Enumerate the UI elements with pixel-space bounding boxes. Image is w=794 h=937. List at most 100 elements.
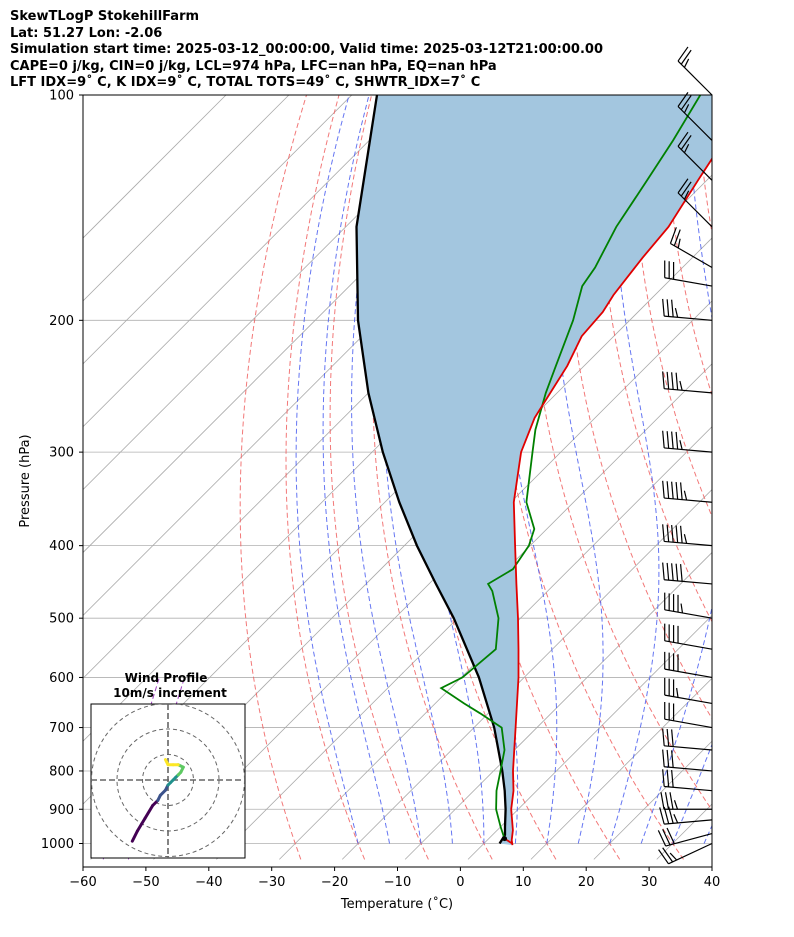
wind-barb-staff [677,106,713,141]
isotherm-line [153,300,712,860]
wind-barb-staff [677,145,713,181]
wind-barb-flag [669,852,678,861]
wind-barb-flag [662,769,665,787]
wind-barb [662,480,713,503]
wind-barb-staff [665,833,713,847]
isotherm-line [404,551,712,860]
wind-barb-flag [662,430,665,448]
wind-barb-staff [664,785,713,792]
y-tick-label: 1000 [41,837,74,852]
dry-adiabat [452,95,621,860]
isotherm-line [83,95,353,365]
wind-barb [664,677,713,705]
wind-barb-flag [680,603,684,614]
wind-barb-staff [664,579,713,585]
wind-barb-flag [680,95,692,111]
wind-barb-flag [666,431,670,449]
wind-barb-flag [666,827,675,844]
wind-barb [677,92,713,141]
isotherm-line [83,95,478,491]
x-tick-label: −60 [69,875,96,890]
wind-barb [662,769,713,792]
isotherm-line [467,614,712,860]
wind-barb-flag [662,524,665,542]
x-tick-label: −20 [321,875,348,890]
wind-barb [662,430,713,453]
wind-barb-staff [664,819,713,825]
y-tick-label: 500 [49,612,74,627]
y-tick-label: 800 [49,764,74,779]
indices-line-1: CAPE=0 j/kg, CIN=0 j/kg, LCL=974 hPa, LF… [10,58,497,74]
wind-barb-staff [664,694,713,705]
x-tick-label: −40 [195,875,222,890]
wind-barb-staff [664,315,713,321]
wind-barb-staff [664,497,713,503]
wind-barb-flag [662,371,665,389]
wind-barb-flag [683,190,690,200]
wind-barb-flag [671,770,674,788]
wind-barb [677,46,713,96]
wind-barb-flag [666,749,670,768]
wind-barb-staff [664,277,713,287]
wind-barb [662,371,713,394]
wind-barb-flag [662,728,665,746]
dry-adiabat [239,95,307,860]
title-line: SkewTLogP StokehillFarm [10,9,200,24]
wind-barb-flag [675,431,679,450]
wind-barb-flag [677,178,689,194]
isotherm-line [83,95,227,239]
wind-barb [664,623,713,650]
moist-adiabat [295,95,359,844]
y-tick-label: 300 [49,446,74,461]
surface-point [502,836,508,842]
wind-barb-flag [658,849,669,865]
moist-adiabat [640,95,712,844]
temperature-profile-line [504,157,712,846]
x-tick-label: 40 [704,875,721,890]
wind-barb-flag [671,524,674,543]
wind-barb-flag [680,564,683,582]
isotherm-line [216,363,712,860]
y-tick-label: 200 [49,314,74,329]
wind-barb-flag [671,729,674,747]
wind-barb-flag [662,847,674,863]
wind-barb [662,728,713,751]
wind-barb-flag [671,299,674,317]
wind-barb-staff [668,842,713,865]
y-tick-label: 600 [49,671,74,686]
hodograph-title: Wind Profile [125,671,208,685]
isotherm-line [341,489,712,860]
wind-barb-staff [664,447,713,453]
wind-barb-staff [664,388,713,394]
moist-adiabat [672,743,712,844]
wind-barb-flag [675,372,679,390]
wind-barb-flag [677,92,689,107]
wind-barb-flag [676,688,679,698]
wind-barb-staff [664,640,713,650]
wind-barb-flag [666,299,670,317]
x-tick-label: −50 [132,875,159,890]
wind-barb-flag [677,131,689,147]
wind-barb-flag [675,481,679,500]
isotherm-line [530,677,712,860]
hodograph-plot [91,704,245,858]
wind-barb-flag [683,104,690,114]
wind-barb [659,806,713,825]
wind-barb [664,260,713,287]
wind-barb-flag [683,534,688,544]
hodograph-trace [130,829,139,843]
location-line: Lat: 51.27 Lon: -2.06 [10,25,163,41]
wind-barb-flag [662,480,665,499]
wind-barb-flag [674,307,679,318]
dry-adiabat [730,95,794,859]
wind-barb-staff [664,745,713,751]
dry-adiabat [763,95,794,859]
wind-barb-staff [664,540,713,547]
wind-barb-staff [664,609,713,619]
indices-line-2: LFT IDX=9˚ C, K IDX=9˚ C, TOTAL TOTS=49˚… [10,75,481,90]
wind-barb-flag [662,749,665,767]
wind-barb [657,827,713,847]
wind-barb-flag [662,828,671,846]
y-tick-label: 100 [49,89,74,104]
